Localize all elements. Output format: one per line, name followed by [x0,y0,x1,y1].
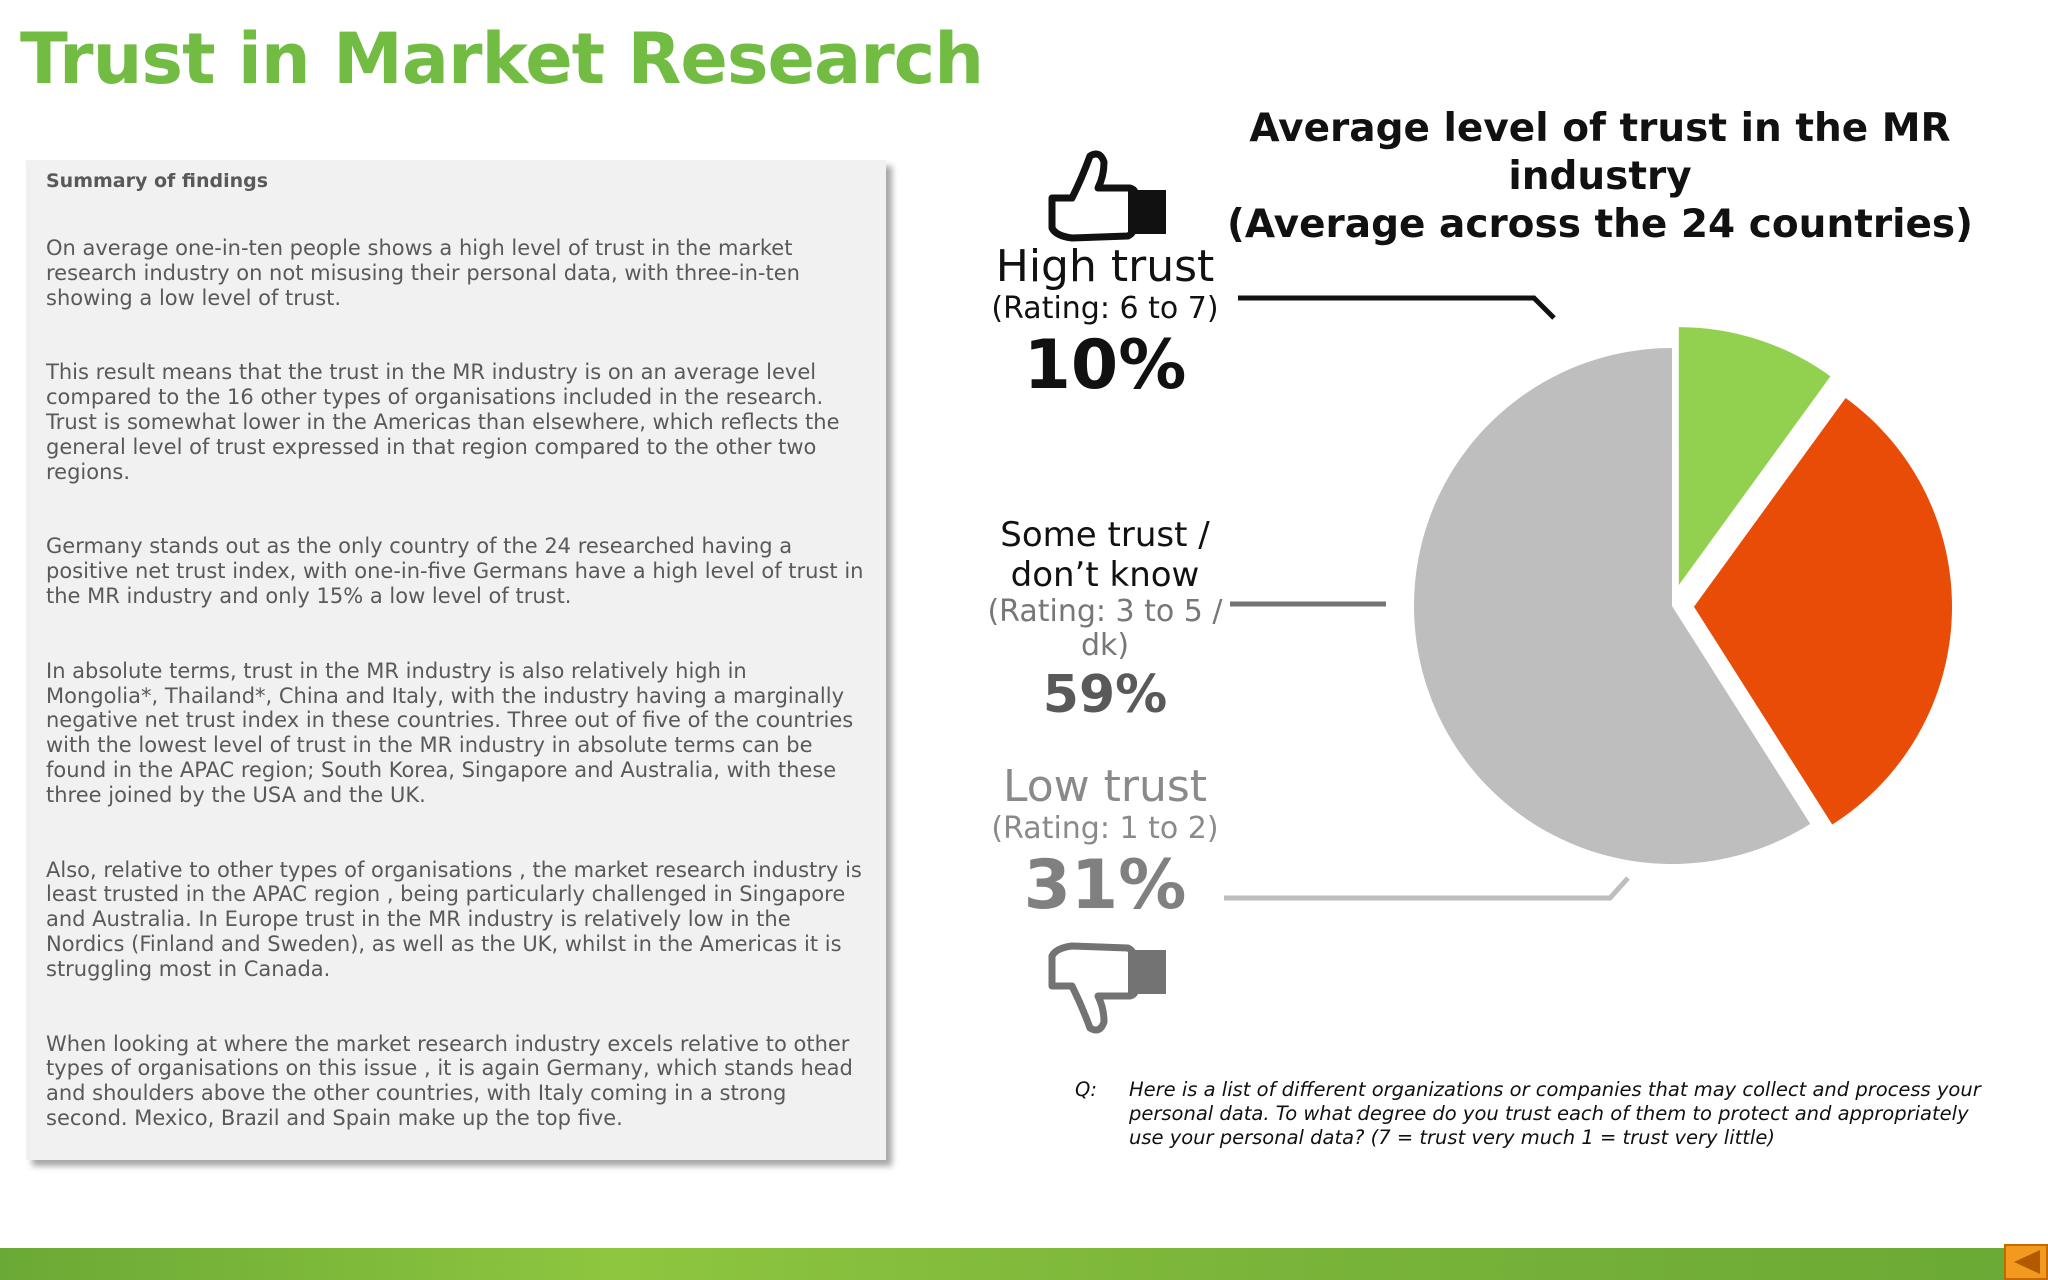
summary-panel: Summary of findings On average one-in-te… [26,160,886,1160]
label-high-trust: High trust (Rating: 6 to 7) 10% [980,242,1230,406]
chart-title: Average level of trust in the MR industr… [1190,105,2010,249]
high-trust-percent: 10% [1023,326,1187,405]
summary-paragraph: Also, relative to other types of organis… [46,857,862,981]
summary-paragraph: Germany stands out as the only country o… [46,534,864,608]
summary-paragraph: In absolute terms, trust in the MR indus… [46,658,854,807]
back-arrow-icon [2014,1250,2040,1274]
some-trust-range-line1: (Rating: 3 to 5 / [987,594,1223,629]
leader-line-high [1238,295,1556,320]
label-some-trust: Some trust / don’t know (Rating: 3 to 5 … [980,515,1230,727]
high-trust-name: High trust [995,241,1215,292]
low-trust-range: (Rating: 1 to 2) [991,811,1219,846]
chart-title-line1: Average level of trust in the MR industr… [1249,106,1951,199]
back-button[interactable] [2004,1244,2048,1280]
summary-paragraph: On average one-in-ten people shows a hig… [46,236,800,310]
some-trust-range-line2: dk) [1080,628,1130,663]
leader-line-low [1224,876,1630,901]
some-trust-percent: 59% [1042,665,1168,725]
summary-heading: Summary of findings [46,170,269,192]
chart-title-line2: (Average across the 24 countries) [1227,202,1973,247]
summary-paragraph: When looking at where the market researc… [46,1031,853,1130]
thumbs-down-icon [1048,942,1166,1034]
some-trust-name-line1: Some trust / [1000,515,1210,555]
question-label: Q: [1075,1078,1097,1101]
survey-question: Q: Here is a list of different organizat… [1075,1078,2005,1150]
question-text: Here is a list of different organization… [1129,1078,1981,1149]
label-low-trust: Low trust (Rating: 1 to 2) 31% [980,762,1230,926]
high-trust-range: (Rating: 6 to 7) [991,291,1219,326]
low-trust-percent: 31% [1023,846,1187,925]
pie-slice-some-trust-don-t-know [1413,348,1811,865]
some-trust-name-line2: don’t know [1010,555,1200,595]
low-trust-name: Low trust [1002,761,1208,812]
pie-slice-high-trust [1678,327,1831,586]
thumbs-up-icon [1048,150,1166,242]
page-title: Trust in Market Research [20,18,984,100]
pie-slice-low-trust [1693,397,1952,825]
summary-paragraph: This result means that the trust in the … [46,360,840,484]
footer-bar [0,1248,2048,1280]
